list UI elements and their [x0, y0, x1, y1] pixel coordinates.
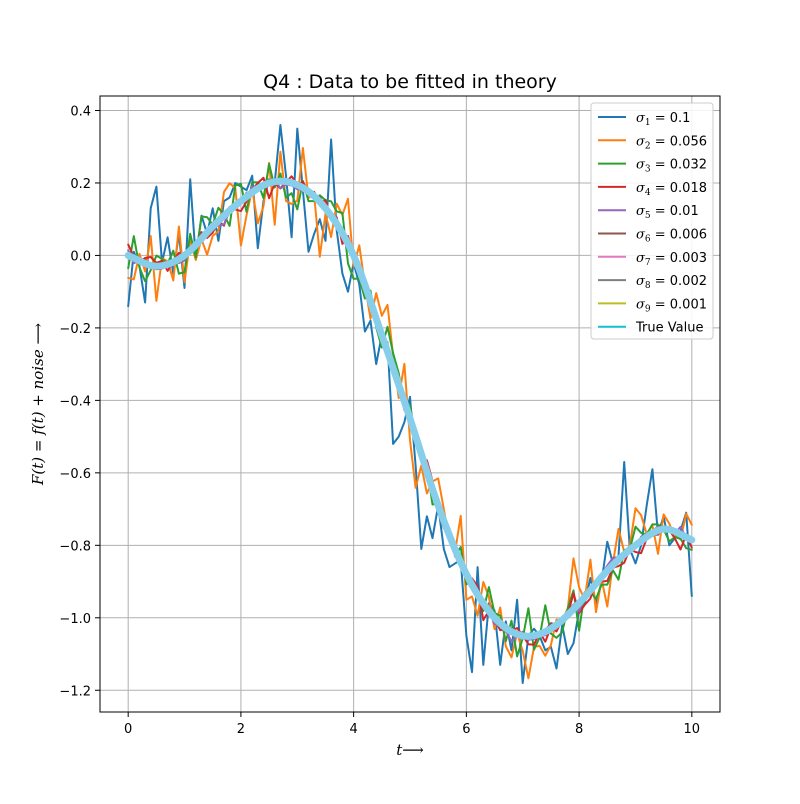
y-tick-label: 0.0: [70, 249, 91, 264]
legend-entry: σ3 = 0.032: [636, 158, 707, 175]
series-line-2: [127, 147, 693, 680]
legend-entry: σ1 = 0.1: [636, 111, 690, 128]
x-tick-label: 0: [124, 722, 132, 737]
legend-entry: σ9 = 0.001: [636, 297, 707, 314]
x-tick-label: 6: [462, 722, 470, 737]
x-tick-label: 10: [684, 722, 701, 737]
y-tick-label: −0.4: [59, 394, 91, 409]
x-tick-label: 8: [575, 722, 583, 737]
y-tick-label: 0.2: [70, 177, 91, 192]
x-axis: 0 2 4 6 8 10: [124, 712, 700, 737]
y-tick-label: −0.6: [59, 467, 91, 482]
y-axis: 0.4 0.2 0.0 −0.2 −0.4 −0.6 −0.8 −1.0 −1.2: [59, 104, 100, 699]
x-tick-label: 2: [237, 722, 245, 737]
series-line-10: [124, 177, 696, 640]
series-line-3: [127, 163, 693, 658]
y-tick-label: −0.8: [59, 539, 91, 554]
legend-entry: σ4 = 0.018: [636, 181, 707, 198]
y-axis-label: F(t) = f(t) + noise ⟶: [29, 323, 47, 486]
plot-frame: [99, 95, 721, 713]
y-tick-label: 0.4: [70, 104, 91, 119]
y-tick-label: −1.2: [59, 684, 91, 699]
legend: σ1 = 0.1 σ2 = 0.056 σ3 = 0.032 σ4 = 0.018 σ5…: [590, 102, 714, 340]
x-tick-label: 4: [349, 722, 357, 737]
chart-title: Q4 : Data to be fitted in theory: [263, 71, 557, 93]
legend-entry: σ5 = 0.01: [636, 204, 699, 221]
legend-entry: σ2 = 0.056: [636, 134, 707, 151]
legend-entry: σ8 = 0.002: [636, 274, 707, 291]
plot-area: [124, 124, 696, 684]
y-tick-label: −0.2: [59, 322, 91, 337]
y-tick-label: −1.0: [59, 612, 91, 627]
legend-entry: σ7 = 0.003: [636, 251, 707, 268]
legend-entry: σ6 = 0.006: [636, 228, 707, 245]
legend-entry: True Value: [635, 321, 703, 336]
x-axis-label: t⟶: [396, 741, 424, 759]
